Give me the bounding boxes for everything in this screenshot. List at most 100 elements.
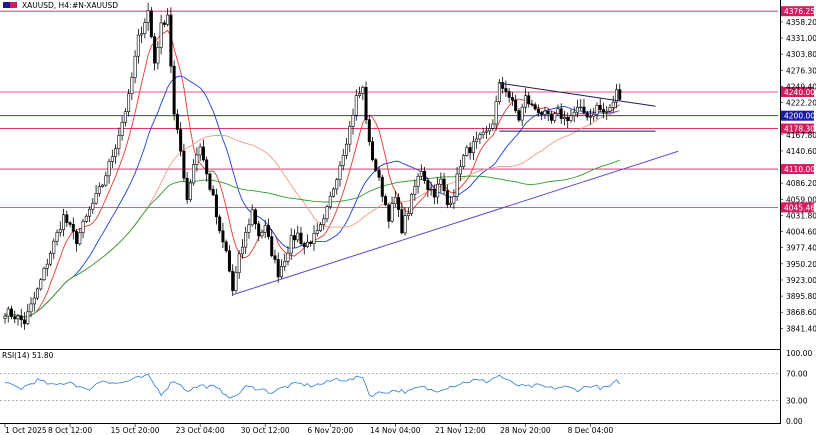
candle xyxy=(81,218,85,239)
candle xyxy=(279,259,283,279)
price-level-label: 4200.00 xyxy=(784,112,815,121)
price-tick-label: 4358.20 xyxy=(786,18,816,27)
candle xyxy=(52,238,56,260)
candle xyxy=(403,207,407,236)
time-axis: 1 Oct 2025 8 Oct 12:00 15 Oct 20:00 23 Oct … xyxy=(4,424,614,435)
candle xyxy=(423,166,427,184)
candle xyxy=(195,147,199,172)
candle xyxy=(260,229,264,239)
candle xyxy=(153,33,157,71)
candle xyxy=(579,98,583,111)
candle xyxy=(361,85,365,100)
candle xyxy=(250,204,254,227)
price-tick-label: 4249.40 xyxy=(786,82,816,91)
candle xyxy=(585,110,589,121)
price-level-tag: 4110.00 xyxy=(781,164,815,175)
candle xyxy=(598,98,602,113)
candle xyxy=(332,187,336,198)
candle xyxy=(501,76,505,94)
candle xyxy=(198,143,202,162)
candle xyxy=(117,127,121,156)
candle xyxy=(601,102,605,119)
price-tick-label: 4276.30 xyxy=(786,66,816,75)
candle xyxy=(315,222,319,237)
candle xyxy=(345,137,349,160)
candle xyxy=(286,246,290,266)
candle xyxy=(608,103,612,113)
candle xyxy=(240,239,244,259)
candle xyxy=(292,229,296,248)
candle xyxy=(341,148,345,171)
candle xyxy=(618,83,622,101)
moving-average-line xyxy=(4,159,620,318)
candle xyxy=(221,222,225,249)
candle xyxy=(367,114,371,146)
price-tick-label: 4031.80 xyxy=(786,211,816,220)
rsi-tick-label: 0.00 xyxy=(786,417,803,426)
candle xyxy=(325,204,329,223)
candle xyxy=(569,109,573,123)
candle xyxy=(439,172,443,193)
chart-header: XAUUSD, H4: #N-XAUUSD xyxy=(3,1,118,10)
price-level-label: 4240.00 xyxy=(784,88,815,97)
candle xyxy=(114,144,118,164)
candle xyxy=(97,182,101,197)
candle xyxy=(127,89,131,117)
candle xyxy=(32,291,36,312)
candle xyxy=(3,312,7,324)
candle xyxy=(218,214,222,234)
candle xyxy=(478,132,482,145)
candle xyxy=(335,177,339,195)
candle xyxy=(16,314,20,326)
candle xyxy=(572,106,576,123)
rsi-title: RSI(14) 51.80 xyxy=(2,351,54,360)
candle xyxy=(546,109,550,122)
candle xyxy=(305,234,309,249)
rsi-line xyxy=(4,373,621,399)
candle xyxy=(91,198,95,214)
candle xyxy=(319,222,323,233)
candle xyxy=(49,250,53,267)
candle xyxy=(536,104,540,117)
candle xyxy=(231,264,235,296)
price-level-tag: 4200.00 xyxy=(781,110,815,121)
candle xyxy=(426,177,430,198)
rsi-pane: RSI(14) 51.80 100.00 70.00 30.00 0.00 xyxy=(0,349,812,426)
candle xyxy=(143,18,147,39)
candle xyxy=(270,229,274,258)
price-tick-label: 3895.80 xyxy=(786,292,816,301)
candle xyxy=(6,306,10,323)
candle xyxy=(390,196,394,223)
candle xyxy=(257,221,261,242)
candle xyxy=(273,249,277,264)
candle xyxy=(371,137,375,162)
candle xyxy=(543,107,547,119)
time-tick-label: 14 Nov 04:00 xyxy=(370,426,421,435)
candle xyxy=(520,103,524,126)
candle xyxy=(133,50,137,84)
candle xyxy=(71,217,75,240)
candle xyxy=(592,108,596,122)
candle xyxy=(559,103,563,124)
candle xyxy=(449,195,453,208)
price-tick-label: 4331.00 xyxy=(786,34,816,43)
candle xyxy=(445,184,449,209)
candle xyxy=(351,108,355,135)
price-level-tag: 4376.25 xyxy=(781,6,815,16)
price-level-tag: 4240.00 xyxy=(781,86,815,97)
candle xyxy=(312,225,316,252)
candle xyxy=(514,94,518,114)
price-tick-label: 3950.20 xyxy=(786,260,816,269)
candle xyxy=(517,108,521,123)
candle xyxy=(374,158,378,173)
candle xyxy=(588,108,592,125)
time-tick-label: 6 Nov 20:00 xyxy=(307,426,353,435)
rsi-tick-label: 100.00 xyxy=(786,349,812,358)
price-tick-label: 3923.00 xyxy=(786,276,816,285)
price-tick-label: 4059.00 xyxy=(786,195,816,204)
rsi-tick-label: 70.00 xyxy=(786,369,808,378)
candle xyxy=(494,95,498,131)
candle xyxy=(169,7,173,74)
candle xyxy=(208,172,212,192)
